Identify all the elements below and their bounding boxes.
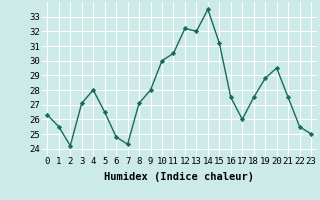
X-axis label: Humidex (Indice chaleur): Humidex (Indice chaleur) (104, 172, 254, 182)
